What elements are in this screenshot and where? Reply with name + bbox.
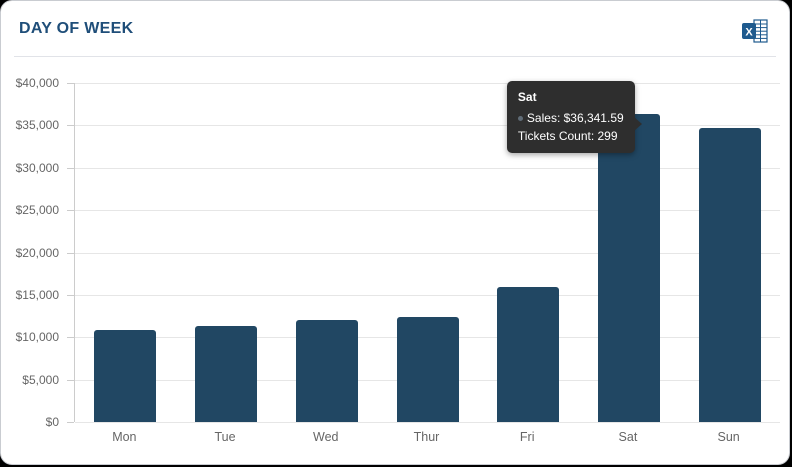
- gridline: [75, 422, 780, 423]
- gridline: [75, 83, 780, 84]
- y-axis-tick-label: $40,000: [15, 76, 59, 90]
- tooltip-category-label: Sat: [517, 90, 537, 104]
- export-to-excel-button[interactable]: X: [741, 18, 769, 46]
- x-axis-label-fri: Fri: [519, 430, 535, 444]
- tooltip-arrow: [633, 117, 642, 131]
- series-marker-dot: [517, 115, 523, 121]
- svg-text:X: X: [745, 26, 753, 38]
- card-header: DAY OF WEEK X: [1, 1, 789, 57]
- x-axis-label-mon: Mon: [112, 430, 137, 444]
- y-axis-tick-label: $0: [45, 415, 59, 429]
- y-axis-tick-mark: [67, 252, 74, 254]
- gridline: [75, 210, 780, 212]
- plot-area: [74, 83, 780, 423]
- gridline: [75, 294, 780, 296]
- tooltip-sales-line: Sales: $36,341.59: [517, 109, 624, 127]
- y-axis: $0 $5,000 $10,000 $15,000 $20,000 $25,000 $30,…: [1, 76, 74, 429]
- x-axis-label-wed: Wed: [313, 430, 339, 444]
- y-axis-tick-mark: [67, 379, 74, 381]
- bar-sat[interactable]: [597, 114, 660, 422]
- bar-sun[interactable]: [698, 128, 761, 422]
- bar-fri[interactable]: [497, 287, 560, 422]
- bar-mon[interactable]: [94, 330, 157, 422]
- gridline: [75, 167, 780, 169]
- x-axis-label-sun: Sun: [717, 430, 740, 444]
- y-axis-tick-label: $15,000: [15, 287, 59, 302]
- y-axis-tick-label: $25,000: [15, 203, 59, 218]
- bar-thur[interactable]: [396, 316, 459, 422]
- header-divider: [14, 56, 776, 57]
- y-axis-tick-mark: [67, 125, 74, 127]
- tooltip-sales-text: Sales: $36,341.59: [526, 111, 624, 125]
- bar-wed[interactable]: [295, 319, 358, 422]
- y-axis-tick-mark: [67, 167, 74, 169]
- bar-tue[interactable]: [195, 325, 258, 422]
- y-axis-tick-label: $35,000: [15, 118, 59, 133]
- gridline: [75, 252, 780, 254]
- y-axis-tick-label: $5,000: [22, 372, 59, 387]
- x-axis-label-tue: Tue: [214, 430, 236, 444]
- x-axis: Mon Tue Wed Thur Fri Sat Sun: [74, 430, 779, 450]
- chart-tooltip: Sat Sales: $36,341.59 Tickets Count: 299: [506, 81, 642, 153]
- y-axis-tick-label: $20,000: [15, 245, 59, 260]
- y-axis-tick-mark: [67, 294, 74, 296]
- y-axis-tick-mark: [67, 83, 74, 84]
- y-axis-tick-label: $10,000: [15, 330, 59, 345]
- card-title: DAY OF WEEK: [19, 20, 134, 37]
- y-axis-tick-mark: [67, 337, 74, 339]
- excel-export-icon: X: [742, 18, 768, 46]
- y-axis-tick-label: $30,000: [15, 160, 59, 175]
- y-axis-tick-mark: [67, 422, 74, 423]
- gridline: [75, 125, 780, 127]
- tooltip-tickets-line: Tickets Count: 299: [517, 129, 618, 143]
- x-axis-label-sat: Sat: [618, 430, 638, 444]
- y-axis-tick-mark: [67, 210, 74, 212]
- x-axis-label-thur: Thur: [413, 430, 440, 444]
